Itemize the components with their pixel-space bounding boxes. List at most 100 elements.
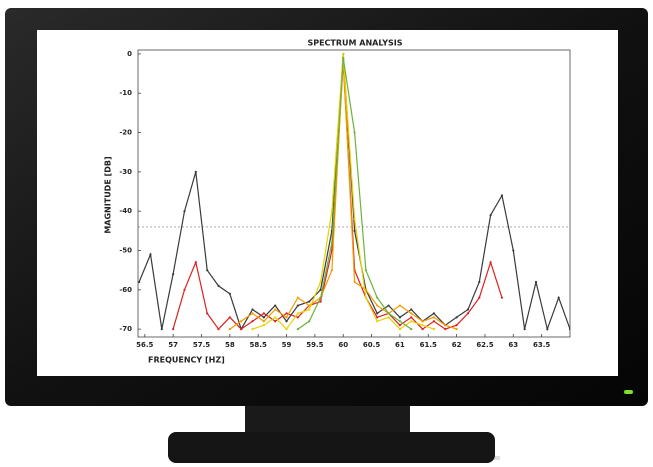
point [183, 289, 185, 291]
point [138, 281, 140, 283]
point [433, 312, 435, 314]
point [229, 328, 231, 330]
point [285, 320, 287, 322]
point [297, 297, 299, 299]
point [558, 297, 560, 299]
point [274, 320, 276, 322]
chart-title: SPECTRUM ANALYSIS [307, 39, 402, 48]
point [421, 324, 423, 326]
point [433, 320, 435, 322]
point [263, 320, 265, 322]
x-tick-label: 59.5 [306, 341, 323, 349]
point [251, 312, 253, 314]
point [206, 312, 208, 314]
point [535, 281, 537, 283]
point [433, 328, 435, 330]
point [433, 316, 435, 318]
x-tick-label: 57.5 [193, 341, 210, 349]
x-tick-label: 60.5 [363, 341, 380, 349]
point [353, 218, 355, 220]
monitor-neck [245, 404, 410, 434]
point [399, 328, 401, 330]
point [342, 53, 344, 55]
point [376, 320, 378, 322]
y-tick-label: -20 [119, 129, 132, 137]
y-tick-label: -60 [119, 286, 132, 294]
monitor-scene: SPECTRUM ANALYSIS FREQUENCY [HZ] MAGNITU… [0, 0, 653, 463]
x-tick-label: 61 [395, 341, 405, 349]
point [240, 320, 242, 322]
point [319, 301, 321, 303]
point [172, 273, 174, 275]
point [297, 304, 299, 306]
point [319, 289, 321, 291]
point [285, 316, 287, 318]
x-tick-label: 60 [338, 341, 348, 349]
point [285, 328, 287, 330]
point [308, 320, 310, 322]
point [421, 320, 423, 322]
point [410, 308, 412, 310]
point [195, 171, 197, 173]
x-tick-label: 58.5 [250, 341, 267, 349]
point [331, 269, 333, 271]
point [353, 230, 355, 232]
point [410, 320, 412, 322]
point [376, 316, 378, 318]
point [297, 328, 299, 330]
x-tick-label: 62 [452, 341, 462, 349]
x-tick-label: 63.5 [533, 341, 550, 349]
point [274, 316, 276, 318]
point [353, 131, 355, 133]
point [285, 312, 287, 314]
y-tick-label: -70 [119, 325, 132, 333]
point [331, 210, 333, 212]
x-axis-label: FREQUENCY [HZ] [148, 356, 225, 365]
point [456, 316, 458, 318]
point [490, 261, 492, 263]
y-tick-label: -40 [119, 207, 132, 215]
point [297, 316, 299, 318]
point [467, 312, 469, 314]
power-led [624, 390, 633, 394]
point [399, 304, 401, 306]
point [512, 249, 514, 251]
y-tick-label: 0 [127, 50, 132, 58]
point [274, 308, 276, 310]
point [229, 293, 231, 295]
point [387, 304, 389, 306]
x-tick-label: 57 [168, 341, 178, 349]
point [297, 312, 299, 314]
point [342, 57, 344, 59]
point [149, 253, 151, 255]
y-tick-label: -10 [119, 89, 132, 97]
point [501, 194, 503, 196]
point [490, 214, 492, 216]
point [387, 312, 389, 314]
point [387, 316, 389, 318]
point [467, 308, 469, 310]
point [376, 312, 378, 314]
point [308, 301, 310, 303]
point [217, 285, 219, 287]
y-tick-label: -50 [119, 247, 132, 255]
point [183, 210, 185, 212]
monitor-base [168, 432, 495, 463]
point [421, 328, 423, 330]
point [331, 242, 333, 244]
x-tick-label: 61.5 [420, 341, 437, 349]
point [410, 328, 412, 330]
point [172, 328, 174, 330]
point [263, 316, 265, 318]
point [319, 281, 321, 283]
point [501, 297, 503, 299]
point [251, 328, 253, 330]
point [263, 312, 265, 314]
point [353, 281, 355, 283]
x-tick-label: 62.5 [476, 341, 493, 349]
point [456, 328, 458, 330]
point [524, 328, 526, 330]
x-tick-label: 56.5 [136, 341, 153, 349]
point [399, 316, 401, 318]
point [444, 324, 446, 326]
